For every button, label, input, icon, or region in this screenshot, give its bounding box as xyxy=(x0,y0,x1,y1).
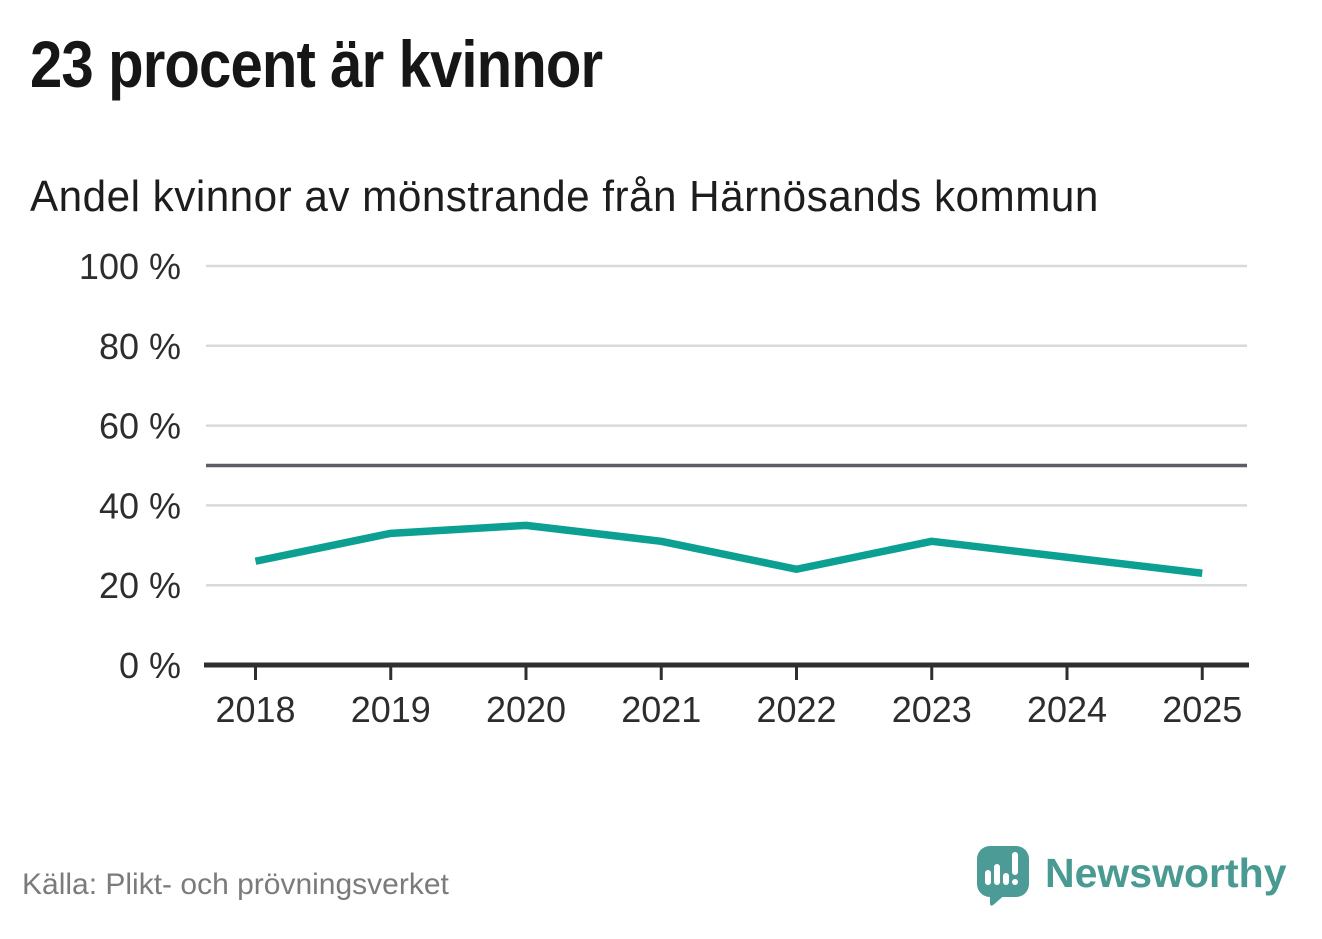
x-tick-label: 2021 xyxy=(621,689,701,730)
newsworthy-logo: Newsworthy xyxy=(976,845,1287,909)
y-tick-label: 100 % xyxy=(79,246,181,287)
data-line xyxy=(254,521,1203,577)
x-tick-label: 2024 xyxy=(1027,689,1107,730)
newsworthy-logo-icon xyxy=(977,846,1029,906)
chart-subtitle: Andel kvinnor av mönstrande från Härnösa… xyxy=(30,172,1099,221)
x-tick-label: 2020 xyxy=(486,689,566,730)
y-tick-label: 80 % xyxy=(99,326,181,367)
source-note: Källa: Plikt- och prövningsverket xyxy=(22,868,449,901)
y-tick-label: 0 % xyxy=(119,645,181,686)
y-tick-label: 20 % xyxy=(99,565,181,606)
newsworthy-wordmark: Newsworthy xyxy=(1045,849,1287,896)
page-title: 23 procent är kvinnor xyxy=(30,27,603,101)
x-tick-label: 2025 xyxy=(1162,689,1242,730)
line-chart: 0 % 20 % 40 % 60 % 80 % 100 % 2018 2019 2020 2021… xyxy=(79,246,1249,730)
x-tick-label: 2019 xyxy=(351,689,431,730)
y-tick-label: 60 % xyxy=(99,406,181,447)
x-tick-label: 2023 xyxy=(892,689,972,730)
x-tick-label: 2022 xyxy=(756,689,836,730)
y-tick-label: 40 % xyxy=(99,485,181,526)
x-tick-label: 2018 xyxy=(215,689,295,730)
